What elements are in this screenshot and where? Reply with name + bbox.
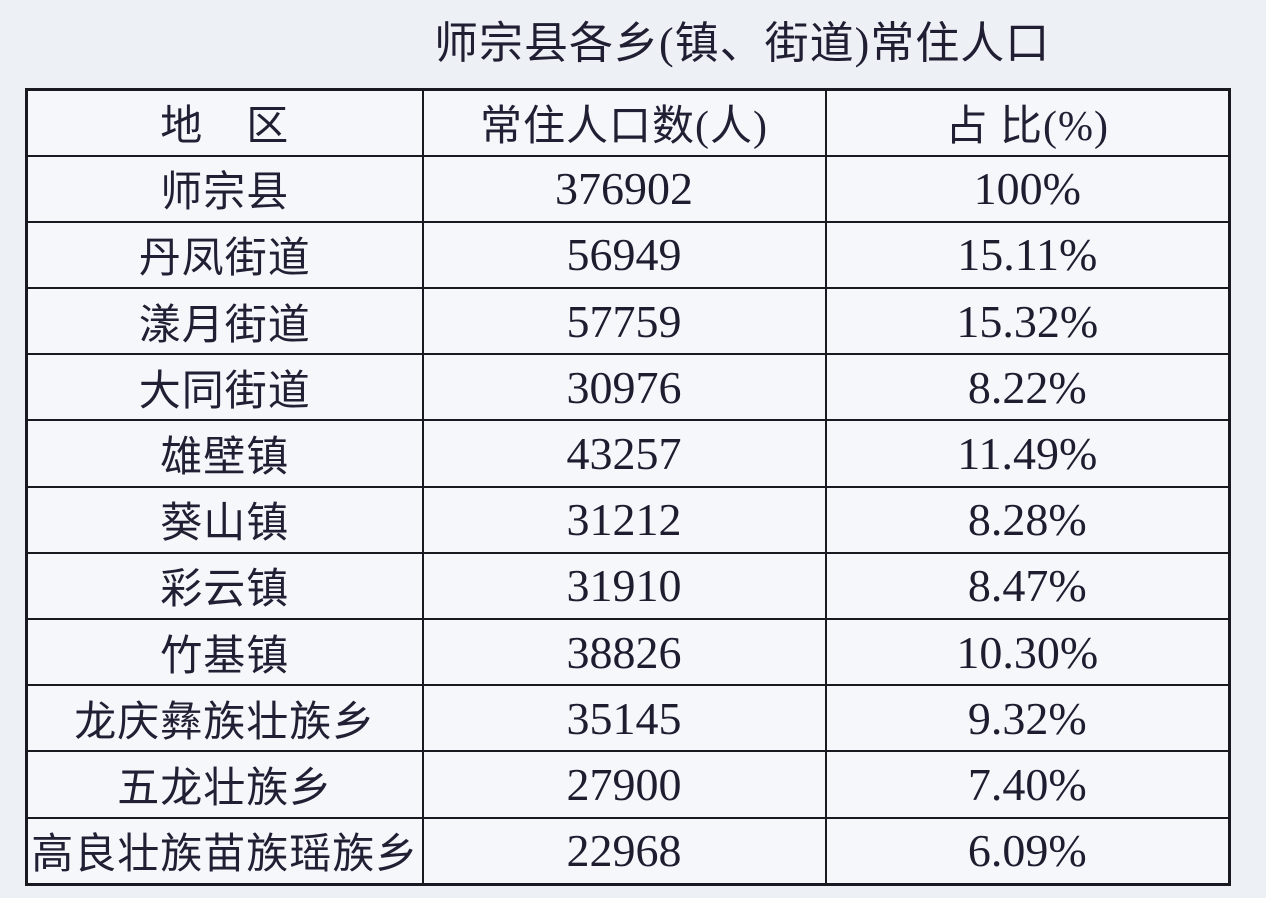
region-cell: 彩云镇 — [25, 551, 424, 621]
share-cell: 10.30% — [824, 618, 1231, 687]
region-cell: 葵山镇 — [25, 485, 424, 554]
table-row: 雄壁镇 43257 11.49% — [25, 419, 1231, 488]
share-cell: 11.49% — [824, 419, 1231, 488]
region-cell: 高良壮族苗族瑶族乡 — [25, 816, 424, 886]
header-region: 地 区 — [25, 88, 424, 157]
region-cell: 龙庆彝族壮族乡 — [25, 684, 424, 753]
table-row: 竹基镇 38826 10.30% — [25, 618, 1231, 687]
population-cell: 30976 — [421, 353, 827, 422]
table-row: 彩云镇 31910 8.47% — [25, 551, 1231, 621]
table-row: 龙庆彝族壮族乡 35145 9.32% — [25, 684, 1231, 753]
share-cell: 8.28% — [824, 485, 1231, 554]
population-cell: 56949 — [421, 220, 827, 289]
table-row: 葵山镇 31212 8.28% — [25, 485, 1231, 554]
table-header-row: 地 区 常住人口数(人) 占 比(%) — [25, 88, 1231, 157]
share-cell: 6.09% — [824, 816, 1231, 886]
population-cell: 31910 — [421, 551, 827, 621]
population-cell: 38826 — [421, 618, 827, 687]
page-title: 师宗县各乡(镇、街道)常住人口 — [434, 19, 1051, 68]
header-population: 常住人口数(人) — [421, 88, 827, 157]
region-cell: 雄壁镇 — [25, 419, 424, 488]
population-cell: 57759 — [421, 286, 827, 356]
table-row: 大同街道 30976 8.22% — [25, 353, 1231, 422]
share-cell: 8.47% — [824, 551, 1231, 621]
population-cell: 376902 — [421, 154, 827, 223]
share-cell: 7.40% — [824, 750, 1231, 819]
region-cell: 五龙壮族乡 — [25, 750, 424, 819]
table-row: 五龙壮族乡 27900 7.40% — [25, 750, 1231, 819]
region-cell: 漾月街道 — [25, 286, 424, 356]
share-cell: 100% — [824, 154, 1231, 223]
table-row: 漾月街道 57759 15.32% — [25, 286, 1231, 356]
table-row: 丹凤街道 56949 15.11% — [25, 220, 1231, 289]
share-cell: 8.22% — [824, 353, 1231, 422]
population-cell: 35145 — [421, 684, 827, 753]
table-row: 高良壮族苗族瑶族乡 22968 6.09% — [25, 816, 1231, 886]
share-cell: 9.32% — [824, 684, 1231, 753]
header-share: 占 比(%) — [824, 88, 1231, 157]
region-cell: 竹基镇 — [25, 618, 424, 687]
region-cell: 大同街道 — [25, 353, 424, 422]
region-cell: 师宗县 — [25, 154, 424, 223]
share-cell: 15.11% — [824, 220, 1231, 289]
population-cell: 22968 — [421, 816, 827, 886]
region-cell: 丹凤街道 — [25, 220, 424, 289]
population-table: 地 区 常住人口数(人) 占 比(%) 师宗县 376902 100% 丹凤街道… — [25, 88, 1231, 886]
table-row: 师宗县 376902 100% — [25, 154, 1231, 223]
share-cell: 15.32% — [824, 286, 1231, 356]
population-cell: 27900 — [421, 750, 827, 819]
population-cell: 43257 — [421, 419, 827, 488]
population-cell: 31212 — [421, 485, 827, 554]
